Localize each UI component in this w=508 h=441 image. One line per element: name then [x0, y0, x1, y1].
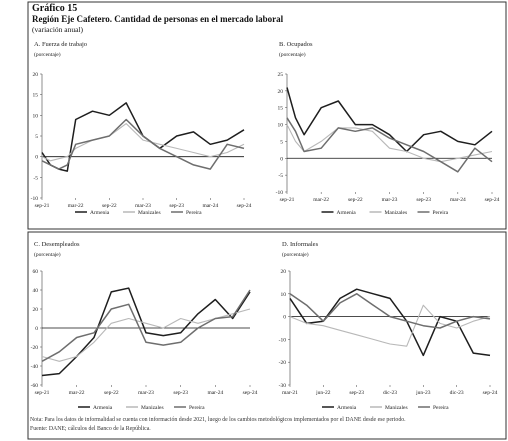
chart-a-xtick-label: sep-22 [102, 203, 117, 209]
legend-label-armenia: Armenia [93, 405, 113, 411]
chart-a-ytick-label: 20 [33, 72, 39, 78]
legend-label-pereira: Pereira [433, 405, 449, 411]
chart-d-ytick-label: -10 [279, 337, 287, 343]
chart-a-ylabel: (porcentaje) [34, 51, 61, 58]
chart-c-ytick-label: -60 [31, 383, 39, 389]
chart-d-ytick-label: -20 [279, 360, 287, 366]
chart-d-xtick-label: sep-24 [483, 390, 498, 396]
chart-b-xtick-label: sep-23 [416, 197, 431, 203]
chart-b-xtick-label: sep-21 [280, 197, 295, 203]
chart-a-title: A. Fuerza de trabajo [34, 41, 87, 48]
figure-subtitle: (variación anual) [32, 25, 84, 34]
chart-a-xtick-label: mar-22 [68, 203, 84, 209]
legend-label-armenia: Armenia [337, 405, 357, 411]
chart-c-ytick-label: 20 [33, 307, 39, 313]
chart-b-ytick-label: 0 [280, 156, 283, 162]
chart-b-series-pereira [286, 117, 493, 173]
legend-label-manizales: Manizales [138, 210, 161, 216]
chart-a-ytick-label: 0 [35, 155, 38, 161]
top-panel-frame [27, 1, 507, 230]
chart-d-ytick-label: 0 [283, 315, 286, 321]
chart-b-series-armenia [286, 87, 493, 153]
chart-d-ylabel: (porcentaje) [282, 251, 309, 258]
chart-a-ytick-label: -10 [31, 196, 39, 202]
chart-c-xtick-label: sep-22 [104, 390, 119, 396]
chart-c-ytick-label: 40 [33, 288, 39, 294]
chart-c-xtick-label: mar-22 [69, 390, 85, 396]
chart-c-ylabel: (porcentaje) [34, 251, 61, 258]
chart-a-ytick-label: 10 [33, 113, 39, 119]
chart-d-xtick-label: dic-23 [383, 390, 397, 396]
chart-b-xtick-label: sep-24 [485, 197, 500, 203]
chart-b-ytick-label: 25 [278, 72, 284, 78]
chart-c-series-manizales [41, 308, 251, 362]
chart-d-xtick-label: mar-21 [282, 390, 298, 396]
chart-a-xtick-label: mar-24 [202, 203, 218, 209]
chart-d-xtick-label: jun-23 [415, 390, 431, 396]
chart-a-xtick-label: sep-23 [169, 203, 184, 209]
legend-label-pereira: Pereira [186, 210, 202, 216]
bottom-panel-frame [27, 231, 507, 440]
chart-d-xtick-label: jun-22 [315, 390, 331, 396]
chart-a-series-manizales [41, 123, 245, 162]
chart-b-ytick-label: -10 [276, 190, 284, 196]
chart-c-series-pereira [41, 289, 251, 362]
chart-b-ytick-label: 5 [280, 139, 283, 145]
figure-title: Región Eje Cafetero. Cantidad de persona… [32, 14, 284, 24]
chart-d-xtick-label: dic-23 [450, 390, 464, 396]
chart-b-xtick-label: mar-23 [382, 197, 398, 203]
legend-label-pereira: Pereira [433, 210, 449, 216]
chart-b-title: B. Ocupados [279, 41, 313, 48]
chart-d-ytick-label: 20 [281, 269, 287, 275]
chart-d-series-manizales [289, 304, 491, 347]
chart-c-series-armenia [41, 287, 251, 377]
chart-c-ytick-label: 60 [33, 269, 39, 275]
chart-c-ytick-label: 0 [35, 326, 38, 332]
chart-c-ytick-label: -20 [31, 345, 39, 351]
chart-d-xtick-label: sep-23 [349, 390, 364, 396]
chart-a-ytick-label: 5 [35, 134, 38, 140]
chart-d-series-pereira [289, 293, 491, 329]
legend-label-armenia: Armenia [90, 210, 110, 216]
legend-label-pereira: Pereira [189, 405, 205, 411]
chart-a-series-armenia [41, 102, 245, 172]
chart-d-title: D. Informales [282, 241, 319, 248]
chart-b-ytick-label: 15 [278, 106, 284, 112]
chart-c-xtick-label: mar-24 [207, 390, 223, 396]
figure-note: Nota: Para los datos de informalidad se … [30, 417, 406, 423]
chart-c-ytick-label: -40 [31, 364, 39, 370]
chart-d-ytick-label: 10 [281, 292, 287, 298]
chart-c-title: C. Desempleados [34, 241, 80, 248]
chart-a-ytick-label: 15 [33, 93, 39, 99]
chart-c-xtick-label: sep-21 [35, 390, 50, 396]
chart-b-xtick-label: mar-24 [450, 197, 466, 203]
chart-a-xtick-label: mar-23 [135, 203, 151, 209]
chart-a-xtick-label: sep-24 [237, 203, 252, 209]
chart-c-xtick-label: sep-24 [243, 390, 258, 396]
chart-d-series-armenia [289, 288, 491, 357]
legend-label-armenia: Armenia [337, 210, 357, 216]
legend-label-manizales: Manizales [385, 210, 408, 216]
chart-b-ylabel: (porcentaje) [279, 51, 306, 58]
chart-a-series-pereira [41, 118, 245, 170]
chart-c-xtick-label: sep-23 [173, 390, 188, 396]
chart-b-series-manizales [286, 124, 493, 163]
chart-b-ytick-label: -5 [278, 173, 283, 179]
chart-a-ytick-label: -5 [33, 175, 38, 181]
figure-source: Fuente: DANE; cálculos del Banco de la R… [30, 426, 151, 432]
chart-a-xtick-label: sep-21 [35, 203, 50, 209]
chart-c-xtick-label: mar-23 [138, 390, 154, 396]
legend-label-manizales: Manizales [141, 405, 164, 411]
figure-number: Gráfico 15 [32, 3, 78, 14]
chart-d-ytick-label: -30 [279, 383, 287, 389]
chart-b-xtick-label: sep-22 [348, 197, 363, 203]
chart-b-ytick-label: 10 [278, 123, 284, 129]
legend-label-manizales: Manizales [385, 405, 408, 411]
chart-b-ytick-label: 20 [278, 89, 284, 95]
chart-b-xtick-label: mar-22 [313, 197, 329, 203]
